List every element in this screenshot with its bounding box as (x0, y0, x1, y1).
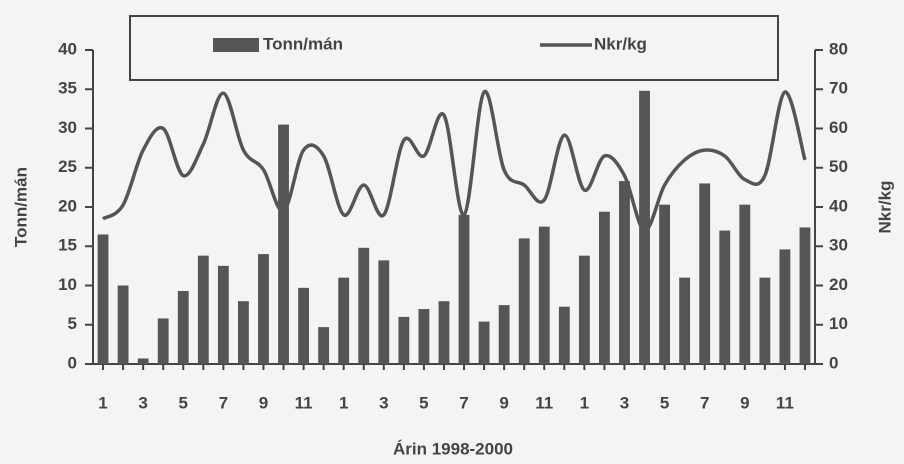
y-tick-label: 35 (58, 79, 77, 98)
bar (238, 301, 249, 364)
legend-swatch (213, 38, 259, 52)
bar (599, 211, 610, 364)
y2-tick-label: 70 (829, 79, 848, 98)
bar (97, 234, 109, 364)
bar (478, 321, 490, 364)
y2-tick-label: 80 (829, 39, 848, 58)
y-axis-title: Tonn/mán (11, 167, 30, 247)
x-tick-label: 5 (660, 393, 669, 412)
x-tick-label: 5 (419, 393, 428, 412)
bar (358, 247, 370, 364)
bar (398, 316, 410, 364)
x-tick-label: 7 (700, 393, 709, 412)
x-tick-label: 1 (339, 393, 348, 412)
bar (639, 90, 650, 364)
bar (739, 204, 751, 364)
x-tick-label: 7 (459, 393, 468, 412)
bar (217, 265, 229, 364)
y-tick-label: 15 (58, 236, 77, 255)
y2-tick-label: 50 (829, 157, 848, 176)
y-tick-label: 40 (58, 39, 77, 58)
x-tick-label: 3 (138, 393, 147, 412)
x-tick-label: 3 (379, 393, 388, 412)
bar (558, 306, 570, 364)
x-tick-label: 11 (295, 393, 313, 412)
bar (779, 249, 791, 364)
bar (278, 124, 289, 364)
bar (759, 277, 771, 364)
bar (258, 254, 269, 364)
bar (298, 287, 309, 364)
bar (438, 301, 450, 364)
line (102, 90, 807, 233)
y2-axis-title: Nkr/kg (875, 181, 894, 234)
bar (679, 277, 691, 364)
y-tick-label: 25 (58, 157, 77, 176)
x-tick-label: 3 (620, 393, 629, 412)
bar (137, 358, 149, 364)
bar (157, 318, 169, 364)
x-axis-title: Árin 1998-2000 (393, 439, 513, 458)
bar (719, 230, 731, 364)
y2-tick-label: 20 (829, 275, 848, 294)
x-tick-label: 11 (776, 393, 794, 412)
y2-tick-label: 30 (829, 236, 848, 255)
bar (177, 290, 189, 364)
y2-tick-label: 40 (829, 196, 848, 215)
bar (619, 181, 630, 364)
y2-tick-label: 10 (829, 314, 848, 333)
y-tick-label: 30 (58, 118, 77, 137)
y-tick-label: 20 (58, 196, 77, 215)
x-tick-label: 11 (535, 393, 553, 412)
bar (378, 260, 390, 364)
legend-label: Nkr/kg (594, 34, 647, 53)
y-tick-label: 10 (58, 275, 77, 294)
bar (318, 327, 330, 364)
x-tick-label: 9 (499, 393, 508, 412)
y2-tick-label: 60 (829, 118, 848, 137)
bar (498, 305, 510, 364)
x-tick-label: 9 (740, 393, 749, 412)
x-tick-label: 1 (580, 393, 589, 412)
legend-box (129, 15, 779, 81)
bar (418, 309, 430, 364)
bar (117, 285, 129, 364)
legend-label: Tonn/mán (263, 34, 343, 53)
bar (699, 183, 711, 364)
bar (458, 214, 470, 364)
x-tick-label: 5 (179, 393, 188, 412)
bar (538, 226, 550, 364)
bar (197, 255, 209, 364)
bar (338, 277, 350, 364)
x-tick-label: 9 (259, 393, 268, 412)
y2-tick-label: 0 (829, 353, 838, 372)
bar (518, 238, 530, 364)
bar (659, 204, 670, 364)
y-tick-label: 0 (68, 353, 77, 372)
bar (578, 255, 590, 364)
x-tick-label: 1 (98, 393, 107, 412)
y-tick-label: 5 (68, 314, 77, 333)
bar (799, 227, 811, 364)
x-tick-label: 7 (219, 393, 228, 412)
